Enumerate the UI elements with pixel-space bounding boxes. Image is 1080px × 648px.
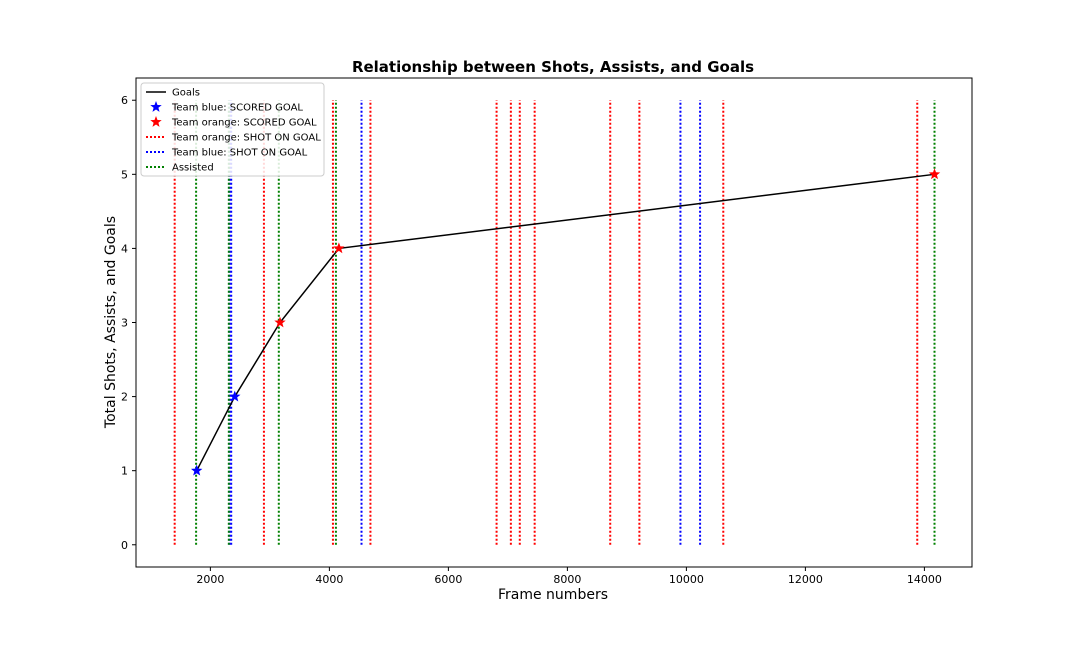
y-tick-label: 1	[121, 465, 128, 478]
y-tick-label: 5	[121, 168, 128, 181]
x-tick-label: 4000	[315, 573, 343, 586]
y-tick-label: 0	[121, 539, 128, 552]
chart-title: Relationship between Shots, Assists, and…	[352, 58, 754, 76]
x-tick-label: 10000	[669, 573, 704, 586]
star-marker-team-orange-scored-goal	[274, 316, 286, 328]
plot-area	[173, 100, 941, 545]
legend: Goals Team blue: SCORED GOAL Team orange: …	[140, 82, 325, 177]
legend-label: Team blue: SHOT ON GOAL	[171, 148, 308, 159]
x-tick-label: 8000	[553, 573, 581, 586]
y-tick-label: 2	[121, 391, 128, 404]
y-tick-label: 6	[121, 94, 128, 107]
star-marker-team-blue-scored-goal	[229, 390, 241, 402]
legend-label: Team orange: SHOT ON GOAL	[171, 133, 321, 144]
legend-swatch	[150, 116, 162, 127]
legend-label: Team blue: SCORED GOAL	[171, 103, 303, 114]
legend-box	[140, 82, 325, 177]
y-tick-label: 4	[121, 242, 128, 255]
legend-label: Assisted	[172, 163, 214, 174]
x-tick-label: 6000	[434, 573, 462, 586]
y-axis-label: Total Shots, Assists, and Goals	[103, 216, 119, 429]
x-axis-label: Frame numbers	[498, 587, 608, 603]
star-marker-team-orange-scored-goal	[333, 242, 345, 254]
star-marker-team-blue-scored-goal	[190, 464, 203, 476]
legend-swatch	[150, 101, 162, 112]
star-marker-team-orange-scored-goal	[928, 168, 941, 180]
y-tick-label: 3	[121, 317, 128, 330]
x-tick-label: 14000	[907, 573, 942, 586]
x-tick-label: 2000	[196, 573, 224, 586]
x-tick-label: 12000	[788, 573, 823, 586]
x-axis: 2000 4000 6000 8000 10000 12000 14000	[196, 567, 942, 586]
legend-label: Team orange: SCORED GOAL	[171, 118, 317, 129]
goals-line	[196, 173, 935, 472]
y-axis: 0 1 2 3 4 5 6	[121, 94, 136, 552]
legend-label: Goals	[172, 88, 200, 99]
